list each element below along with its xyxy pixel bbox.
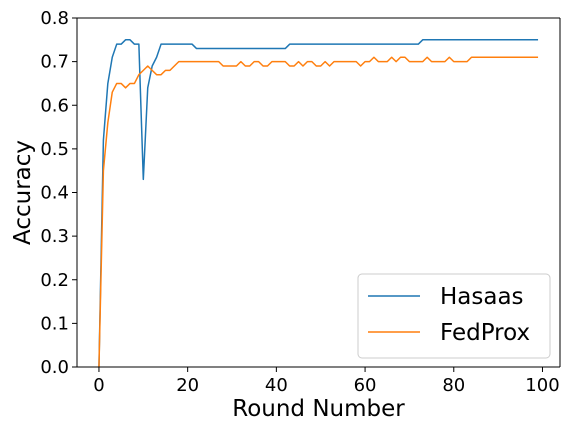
y-tick-label: 0.2 (40, 270, 69, 291)
series-line-fedprox (98, 56, 539, 368)
x-tick-label: 60 (354, 375, 377, 396)
y-tick-label: 0.5 (40, 139, 69, 160)
y-tick-label: 0.4 (40, 183, 69, 204)
y-tick-label: 0.8 (40, 8, 69, 29)
series-layer (98, 39, 539, 368)
y-tick-label: 0.0 (40, 357, 69, 378)
y-tick-label: 0.1 (40, 313, 69, 334)
axes-layer: 0 20 40 60 80 100 0.0 0.1 0.2 0.3 0.4 0.5 0.6 0.7 0.8 (40, 8, 561, 396)
legend: Hasaas FedProx (357, 273, 551, 359)
x-axis-label: Round Number (232, 396, 405, 422)
x-tick-label: 80 (442, 375, 465, 396)
y-tick-label: 0.3 (40, 226, 69, 247)
legend-label-hasaas: Hasaas (440, 284, 524, 310)
legend-box (357, 273, 551, 359)
x-tick-label: 100 (525, 375, 559, 396)
y-tick-label: 0.6 (40, 95, 69, 116)
y-tick-label: 0.7 (40, 52, 69, 73)
x-tick-label: 20 (176, 375, 199, 396)
x-tick-label: 40 (265, 375, 288, 396)
x-tick-label: 0 (93, 375, 104, 396)
legend-label-fedprox: FedProx (440, 320, 530, 346)
y-axis-label: Accuracy (10, 140, 36, 245)
series-line-hasaas (98, 39, 539, 368)
